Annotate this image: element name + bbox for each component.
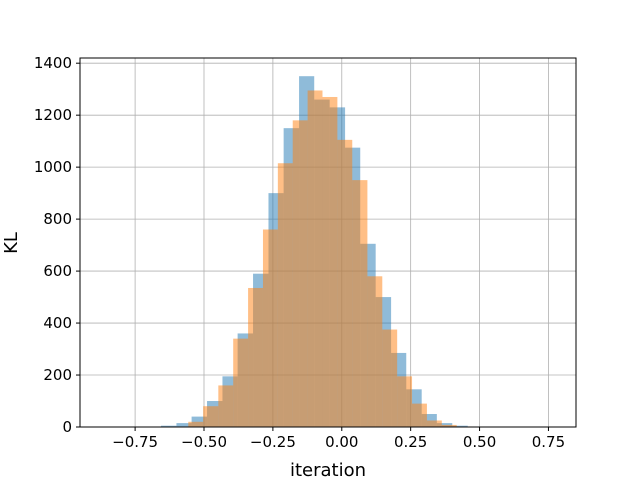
y-tick-label: 800: [43, 210, 72, 228]
y-tick-label: 1200: [34, 106, 72, 124]
histogram-bar-series-2: [412, 403, 427, 427]
y-tick-label: 200: [43, 366, 72, 384]
histogram-bar-series-2: [307, 90, 323, 427]
y-tick-label: 1400: [34, 54, 72, 72]
y-tick-label: 1000: [34, 158, 72, 176]
histogram-bar-series-2: [322, 96, 338, 427]
histogram-bar-series-1: [452, 425, 468, 427]
histogram-bar-series-2: [441, 424, 457, 427]
histogram-bar-series-2: [188, 421, 204, 427]
x-tick-label: 0.00: [325, 433, 358, 451]
histogram-bars: [161, 76, 472, 428]
y-tick-label: 400: [43, 314, 72, 332]
y-axis-label: KL: [1, 232, 22, 254]
plot-frame: [79, 57, 577, 428]
x-tick-label: −0.25: [250, 433, 296, 451]
x-tick-label: 0.75: [532, 433, 565, 451]
x-tick-label: −0.50: [181, 433, 227, 451]
histogram-bar-series-2: [426, 420, 442, 427]
x-tick-label: 0.25: [394, 433, 427, 451]
histogram-bar-series-2: [382, 329, 398, 427]
histogram-bar-series-1: [161, 425, 177, 427]
x-axis-label: iteration: [290, 460, 366, 480]
histogram-bar-series-2: [367, 276, 383, 427]
axis-ticks: −0.75 −0.50 −0.25 0.00 0.25 0.50 0.75 0 200 400 60…: [34, 54, 565, 451]
x-tick-label: 0.50: [463, 433, 496, 451]
histogram-bar-series-2: [233, 338, 249, 427]
histogram-bar-series-2: [218, 385, 234, 427]
histogram-bar-series-2: [248, 287, 263, 427]
histogram-bar-series-2: [337, 139, 353, 427]
histogram-bar-series-2: [203, 406, 219, 427]
histogram-bar-series-2: [352, 180, 368, 427]
histogram-bar-series-2: [292, 120, 308, 427]
histogram-bar-series-1: [191, 416, 208, 427]
y-tick-label: 600: [43, 262, 72, 280]
y-tick-label: 0: [62, 418, 72, 436]
histogram-bar-series-2: [262, 229, 278, 427]
histogram-bar-series-1: [176, 423, 192, 427]
histogram-bar-series-2: [277, 163, 293, 427]
histogram-bar-series-2: [397, 376, 413, 427]
x-tick-label: −0.75: [112, 433, 158, 451]
